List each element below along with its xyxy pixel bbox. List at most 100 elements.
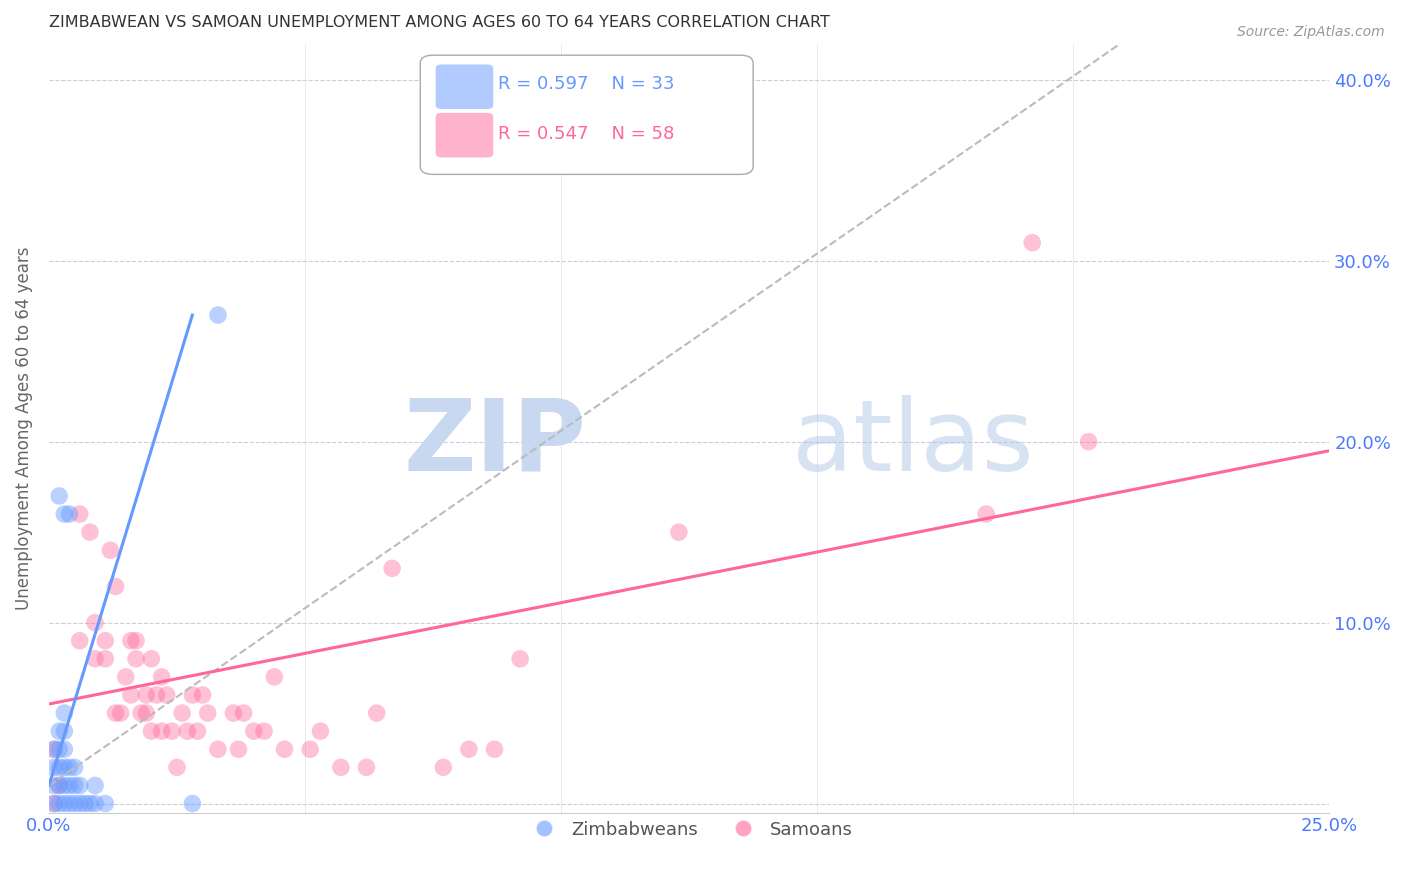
Legend: Zimbabweans, Samoans: Zimbabweans, Samoans [519,814,860,846]
Point [84,797,107,811]
Point [191,688,214,702]
Point [458,742,481,756]
Point [48,779,70,793]
Point [58,779,80,793]
Point [48,779,70,793]
Point [48,724,70,739]
Point [135,688,157,702]
Point [160,724,183,739]
Point [228,742,250,756]
Point [53,507,76,521]
Point [432,760,454,774]
Point [48,489,70,503]
Point [53,797,76,811]
Point [69,779,91,793]
Point [94,797,117,811]
Point [1077,434,1099,449]
Point [181,688,204,702]
Point [186,724,208,739]
Point [63,779,86,793]
Point [114,670,136,684]
Point [94,652,117,666]
Text: ZIMBABWEAN VS SAMOAN UNEMPLOYMENT AMONG AGES 60 TO 64 YEARS CORRELATION CHART: ZIMBABWEAN VS SAMOAN UNEMPLOYMENT AMONG … [49,15,830,30]
Point [145,688,167,702]
Point [197,706,219,720]
Y-axis label: Unemployment Among Ages 60 to 64 years: Unemployment Among Ages 60 to 64 years [15,246,32,610]
Point [84,615,107,630]
Point [129,706,152,720]
Point [53,760,76,774]
FancyBboxPatch shape [436,64,494,109]
Point [135,706,157,720]
Point [166,760,188,774]
Point [110,706,132,720]
Point [120,688,142,702]
Point [120,633,142,648]
FancyBboxPatch shape [436,113,494,158]
Point [69,507,91,521]
Point [366,706,388,720]
Point [172,706,194,720]
Point [484,742,506,756]
Text: R = 0.597    N = 33: R = 0.597 N = 33 [498,76,675,94]
Point [104,579,127,593]
Point [69,633,91,648]
Point [125,633,148,648]
Point [1021,235,1043,250]
Point [42,742,65,756]
Point [53,706,76,720]
Point [150,670,173,684]
Point [42,779,65,793]
Point [232,706,254,720]
Point [207,308,229,322]
Point [53,779,76,793]
Point [141,724,163,739]
Text: ZIP: ZIP [404,395,586,492]
Point [79,797,101,811]
Point [141,652,163,666]
Point [273,742,295,756]
Point [48,797,70,811]
Point [181,797,204,811]
Point [58,797,80,811]
Point [84,779,107,793]
Point [509,652,531,666]
Point [48,742,70,756]
Text: atlas: atlas [792,395,1033,492]
Point [309,724,332,739]
Point [84,652,107,666]
FancyBboxPatch shape [420,55,754,174]
Point [329,760,352,774]
Point [104,706,127,720]
Point [58,760,80,774]
Point [263,670,285,684]
Point [668,525,690,540]
Point [381,561,404,575]
Point [125,652,148,666]
Point [69,797,91,811]
Point [94,633,117,648]
Point [150,724,173,739]
Point [53,742,76,756]
Text: Source: ZipAtlas.com: Source: ZipAtlas.com [1237,25,1385,39]
Point [63,797,86,811]
Point [53,724,76,739]
Point [974,507,997,521]
Point [176,724,198,739]
Point [42,797,65,811]
Text: R = 0.547    N = 58: R = 0.547 N = 58 [498,126,675,144]
Point [100,543,122,558]
Point [42,760,65,774]
Point [253,724,276,739]
Point [207,742,229,756]
Point [156,688,179,702]
Point [42,742,65,756]
Point [243,724,266,739]
Point [73,797,96,811]
Point [42,797,65,811]
Point [58,507,80,521]
Point [63,760,86,774]
Point [79,525,101,540]
Point [48,760,70,774]
Point [299,742,322,756]
